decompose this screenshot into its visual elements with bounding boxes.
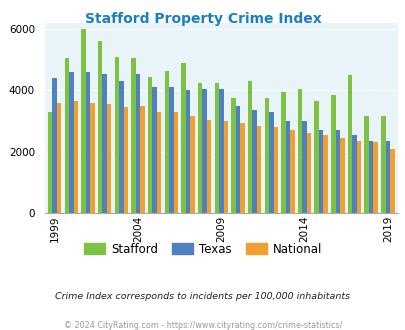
Bar [185,90,190,213]
Text: Crime Index corresponds to incidents per 100,000 inhabitants: Crime Index corresponds to incidents per… [55,292,350,301]
Bar [135,74,140,213]
Bar [197,83,202,213]
Bar [356,141,360,213]
Bar [364,116,368,213]
Bar [140,106,144,213]
Bar [218,89,223,213]
Bar [323,135,327,213]
Bar [123,107,128,213]
Bar [380,116,385,213]
Bar [202,89,207,213]
Bar [81,29,85,213]
Bar [256,126,261,213]
Bar [69,72,73,213]
Bar [306,133,311,213]
Bar [102,74,107,213]
Bar [318,130,323,213]
Bar [373,142,377,213]
Bar [230,98,235,213]
Bar [156,112,161,213]
Bar [264,98,269,213]
Bar [335,130,339,213]
Bar [85,72,90,213]
Bar [73,101,78,213]
Bar [314,101,318,213]
Bar [269,112,273,213]
Bar [330,95,335,213]
Bar [285,121,290,213]
Bar [181,63,185,213]
Bar [52,78,57,213]
Bar [207,119,211,213]
Bar [347,75,352,213]
Bar [190,116,194,213]
Bar [281,92,285,213]
Bar [302,121,306,213]
Bar [368,141,373,213]
Bar [147,77,152,213]
Bar [339,138,344,213]
Bar [98,42,102,213]
Bar [107,104,111,213]
Bar [173,112,178,213]
Bar [152,87,156,213]
Bar [119,81,123,213]
Bar [235,106,240,213]
Text: © 2024 CityRating.com - https://www.cityrating.com/crime-statistics/: © 2024 CityRating.com - https://www.city… [64,321,341,330]
Bar [90,103,94,213]
Bar [131,58,135,213]
Bar [114,57,119,213]
Bar [273,127,277,213]
Bar [57,103,61,213]
Bar [385,141,389,213]
Bar [240,122,244,213]
Bar [223,121,228,213]
Bar [168,87,173,213]
Legend: Stafford, Texas, National: Stafford, Texas, National [79,238,326,260]
Bar [290,130,294,213]
Bar [352,135,356,213]
Bar [389,148,394,213]
Bar [64,58,69,213]
Bar [252,110,256,213]
Bar [247,81,252,213]
Bar [48,112,52,213]
Bar [214,83,218,213]
Text: Stafford Property Crime Index: Stafford Property Crime Index [84,12,321,25]
Bar [297,89,302,213]
Bar [164,71,168,213]
